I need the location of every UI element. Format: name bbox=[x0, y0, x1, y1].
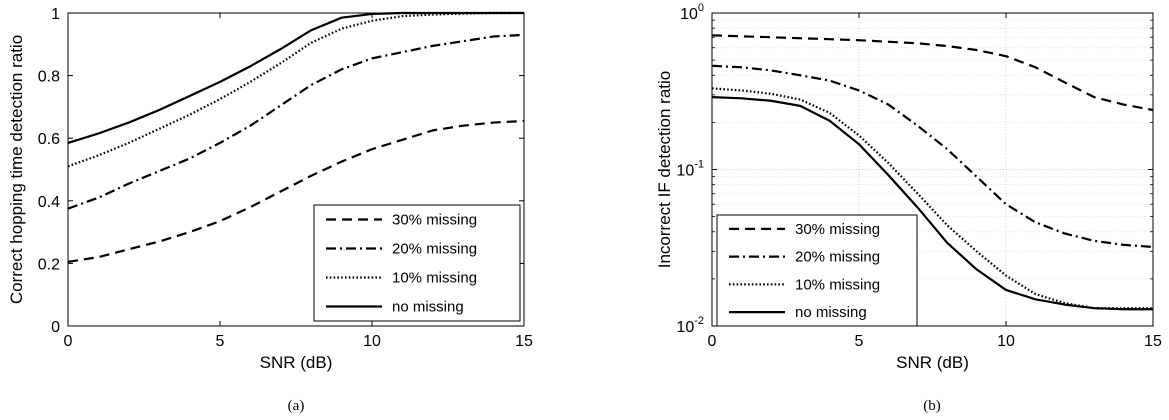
series-line-30-missing bbox=[68, 119, 524, 263]
legend-entry-label: 20% missing bbox=[392, 241, 477, 258]
legend-entry-label: no missing bbox=[795, 304, 867, 321]
x-tick-label: 5 bbox=[855, 333, 864, 350]
series-line-20-missing bbox=[68, 33, 524, 210]
legend-entry-label: 10% missing bbox=[392, 270, 477, 287]
x-tick-label: 15 bbox=[515, 333, 533, 350]
series-line-no-missing bbox=[712, 96, 1153, 311]
plot-frame bbox=[67, 12, 525, 327]
y-tick-label: 0.6 bbox=[38, 131, 60, 148]
x-tick-label: 0 bbox=[64, 333, 73, 350]
x-tick-label: 10 bbox=[363, 333, 381, 350]
legend-entry-label: 20% missing bbox=[795, 249, 880, 266]
y-tick-label: 0.8 bbox=[38, 69, 60, 86]
legend-entry-label: 30% missing bbox=[795, 221, 880, 238]
legend-entry-label: no missing bbox=[392, 299, 464, 316]
panel-caption: (b) bbox=[923, 398, 941, 414]
series-group bbox=[712, 34, 1153, 311]
series-line-10-missing bbox=[68, 11, 524, 168]
legend-entry-label: 30% missing bbox=[392, 212, 477, 229]
y-axis-label: Correct hopping time detection ratio bbox=[7, 35, 26, 304]
y-tick-label: 1 bbox=[51, 6, 60, 23]
x-tick-label: 0 bbox=[708, 333, 717, 350]
y-tick-label: 0.2 bbox=[38, 256, 60, 273]
legend: 30% missing 20% missing 10% missing no miss… bbox=[313, 204, 521, 322]
y-tick-label: 0.4 bbox=[38, 194, 60, 211]
y-tick-label: 10-2 bbox=[676, 315, 704, 336]
series-line-no-missing bbox=[68, 11, 524, 144]
x-tick-label: 5 bbox=[216, 333, 225, 350]
legend: 30% missing 20% missing 10% missing no miss… bbox=[716, 214, 918, 327]
series-line-30-missing bbox=[712, 34, 1153, 112]
x-tick-label: 15 bbox=[1144, 333, 1162, 350]
legend-box bbox=[313, 204, 521, 322]
legend-entry-label: 10% missing bbox=[795, 276, 880, 293]
y-axis-label: Incorrect IF detection ratio bbox=[655, 71, 674, 268]
chart-panel-b: 0 5 10 15 10-2 10-1 100 SNR (dB) Incorrect IF de… bbox=[655, 2, 1162, 414]
x-tick-label: 10 bbox=[997, 333, 1015, 350]
chart-panel-a: 0 5 10 15 0 0.2 0.4 0.6 0.8 1 SNR (dB) Correct hopp… bbox=[7, 6, 533, 414]
y-tick-label: 10-1 bbox=[676, 159, 704, 180]
y-tick-label: 0 bbox=[51, 319, 60, 336]
y-tick-label: 100 bbox=[680, 2, 704, 23]
x-axis-label: SNR (dB) bbox=[260, 353, 333, 372]
legend-box bbox=[716, 214, 918, 327]
x-axis-label: SNR (dB) bbox=[896, 353, 969, 372]
panel-caption: (a) bbox=[288, 398, 305, 414]
